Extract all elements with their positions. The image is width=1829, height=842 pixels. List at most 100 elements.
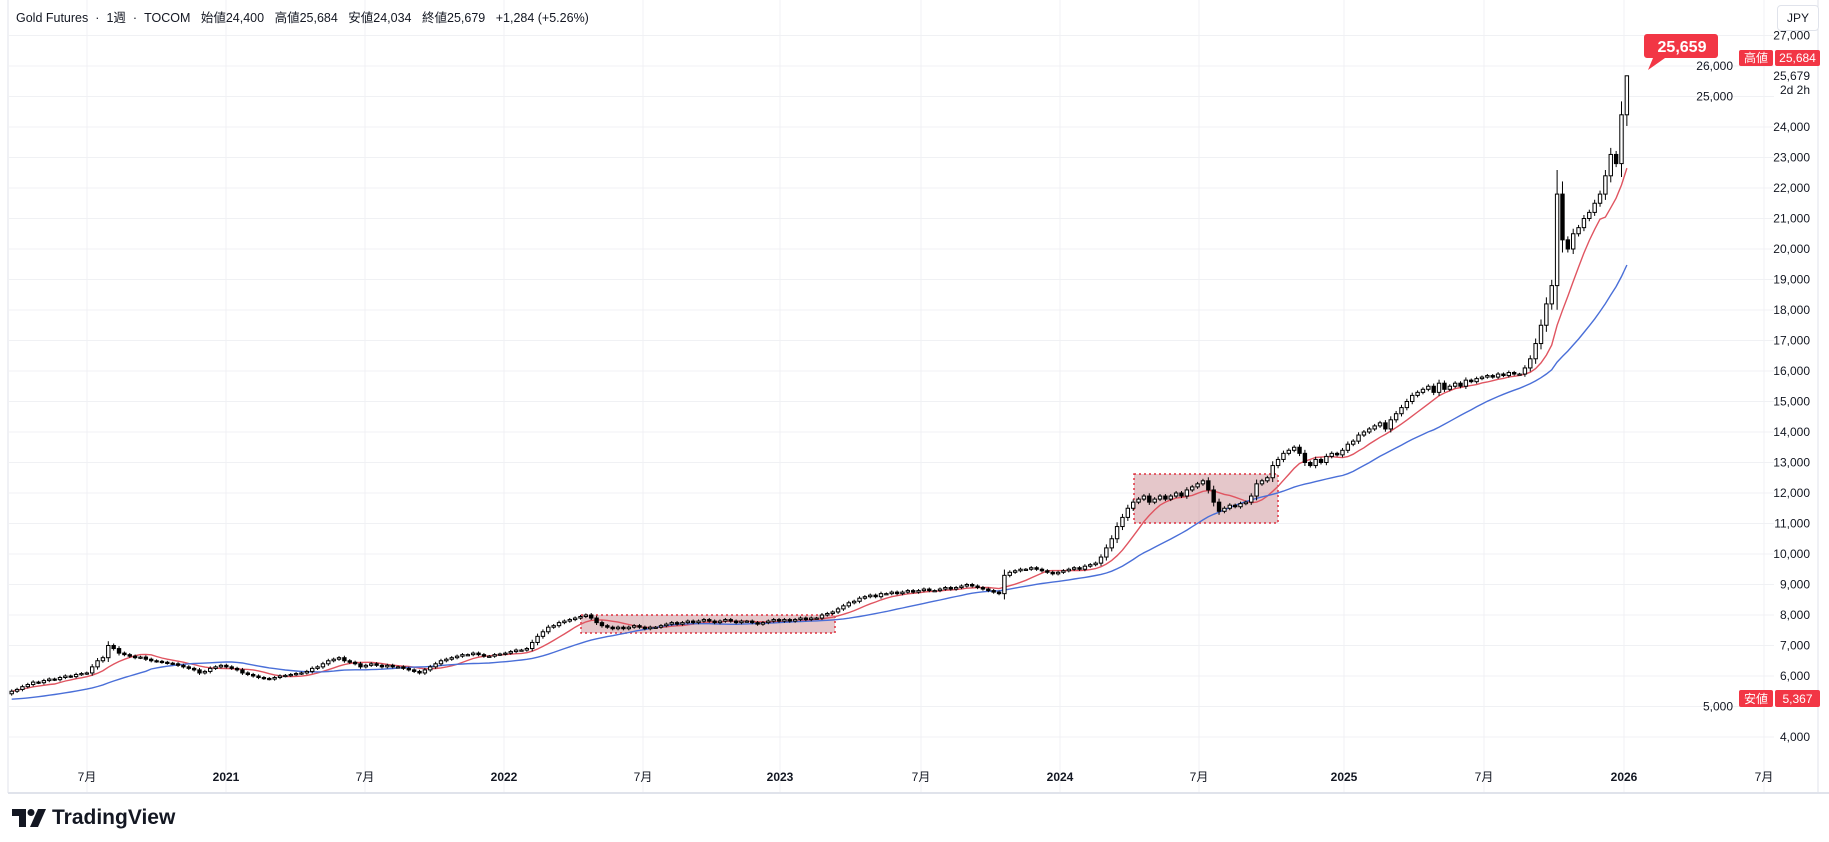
candle — [385, 663, 390, 669]
candle-body — [1281, 452, 1286, 460]
candle — [476, 651, 481, 657]
candle-body — [30, 681, 36, 686]
candle-body — [530, 641, 535, 650]
tradingview-logo[interactable]: TradingView — [12, 806, 175, 830]
candle — [304, 669, 310, 675]
price-tick-label: 19,000 — [1773, 273, 1810, 287]
candle-body — [57, 677, 63, 681]
candle-body — [1147, 495, 1152, 503]
candle — [1050, 570, 1055, 576]
high-value-badge: 25,684 — [1779, 51, 1816, 65]
candle-body — [927, 588, 932, 592]
candle — [1045, 569, 1050, 574]
candle-body — [599, 622, 605, 627]
symbol-legend: Gold Futures · 1週 · TOCOM 始値24,400 高値25,684 … — [16, 11, 589, 25]
candle — [594, 615, 599, 625]
candle — [288, 673, 293, 677]
candle-body — [127, 654, 132, 657]
candle — [299, 671, 304, 675]
candle — [1259, 478, 1265, 486]
symbol-name[interactable]: Gold Futures — [16, 11, 89, 25]
candle — [41, 678, 47, 685]
candle — [1136, 497, 1141, 505]
candle-body — [293, 673, 299, 676]
candle-body — [1597, 193, 1603, 204]
candle — [910, 588, 916, 594]
candle — [1361, 430, 1367, 438]
candle-body — [1313, 458, 1318, 467]
candle-body — [1479, 376, 1485, 380]
candles — [9, 75, 1630, 696]
candle — [100, 655, 106, 663]
price-tick-label: 14,000 — [1773, 425, 1810, 439]
candle-body — [347, 660, 352, 663]
candle — [1211, 485, 1216, 507]
interval[interactable]: 1週 — [106, 11, 126, 25]
candle — [1452, 381, 1458, 389]
candle — [1039, 567, 1045, 573]
candle — [1511, 370, 1517, 376]
candle — [1200, 478, 1206, 486]
candle-body — [1469, 379, 1474, 383]
candle — [143, 655, 149, 661]
candle — [690, 619, 696, 625]
candle — [1571, 228, 1576, 255]
candle — [1613, 150, 1619, 168]
candle — [1281, 450, 1286, 463]
candle-body — [1372, 425, 1377, 430]
candle-body — [143, 656, 149, 660]
candle — [1088, 563, 1093, 568]
candle-body — [170, 662, 175, 665]
candle — [980, 585, 986, 591]
time-axis[interactable]: 7月 2021 7月 2022 7月 2023 7月 2024 7月 2025 7月 2026 7月 — [78, 770, 1774, 784]
price-tick-label: 16,000 — [1773, 364, 1810, 378]
candle — [583, 613, 589, 619]
candle-body — [1415, 391, 1420, 396]
price-tick-label: 12,000 — [1773, 486, 1810, 500]
candle — [309, 666, 315, 674]
candle-body — [385, 664, 390, 668]
candle — [1104, 544, 1109, 561]
candle-body — [690, 620, 696, 624]
candle — [707, 617, 712, 623]
candle — [787, 617, 792, 623]
candle-body — [819, 614, 825, 619]
candle — [943, 585, 948, 591]
price-tick-label: 13,000 — [1773, 456, 1810, 470]
time-tick-label: 7月 — [356, 770, 375, 784]
candle-body — [1007, 571, 1012, 576]
tradingview-logo-icon — [12, 809, 46, 827]
candle-body — [642, 626, 648, 630]
candle — [1506, 370, 1512, 378]
price-tick-label: 6,000 — [1780, 669, 1810, 683]
candle — [760, 621, 766, 626]
candle-body — [1265, 477, 1270, 482]
candle-body — [1560, 193, 1565, 241]
candle — [390, 663, 395, 669]
candle-body — [572, 617, 578, 621]
candle-body — [889, 591, 894, 595]
candle — [546, 624, 551, 635]
candle — [642, 625, 648, 631]
price-axis[interactable]: 4,000 5,000 6,000 7,000 8,000 9,000 10,000 11,0… — [1696, 29, 1810, 745]
candle-body — [116, 648, 122, 654]
candle-body — [1538, 324, 1544, 345]
price-tick-label: 7,000 — [1780, 639, 1810, 653]
candle-body — [750, 620, 755, 624]
candle-body — [100, 657, 106, 662]
candle-body — [959, 585, 964, 589]
candle-body — [79, 673, 84, 676]
candle-body — [352, 661, 358, 665]
candle — [1576, 224, 1581, 237]
candle-body — [680, 622, 685, 625]
candle-body — [288, 673, 293, 677]
candle — [1522, 365, 1528, 377]
price-tick-label: 17,000 — [1773, 334, 1810, 348]
currency-button[interactable]: JPY — [1777, 5, 1819, 31]
candle-body — [454, 655, 460, 659]
candle-body — [492, 654, 497, 657]
candle-body — [428, 666, 433, 671]
candle — [637, 624, 642, 629]
candle-body — [1334, 452, 1340, 456]
